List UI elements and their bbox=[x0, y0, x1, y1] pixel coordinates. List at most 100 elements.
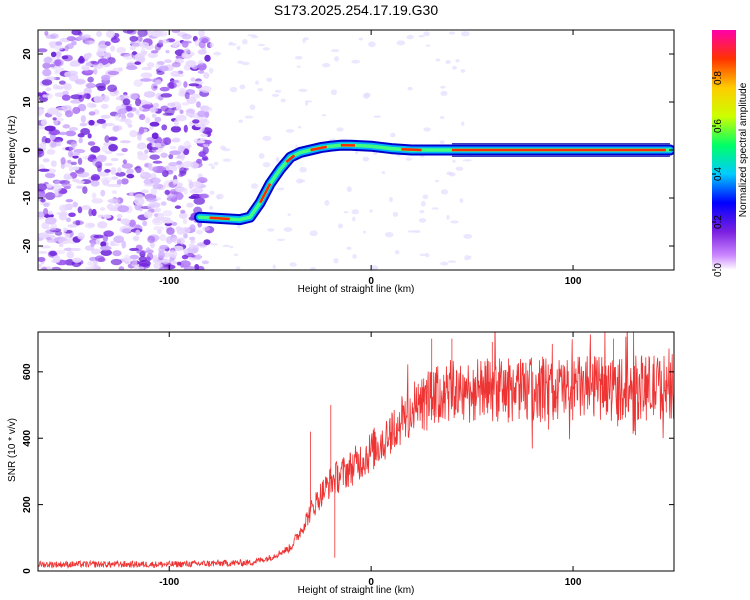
noise-blob bbox=[150, 50, 159, 54]
noise-blob bbox=[222, 158, 232, 162]
noise-blob bbox=[440, 90, 448, 96]
noise-blob bbox=[69, 203, 74, 208]
noise-blob bbox=[440, 85, 446, 89]
noise-blob bbox=[195, 229, 203, 235]
noise-blob bbox=[346, 246, 352, 250]
noise-blob bbox=[56, 112, 63, 118]
spectrogram-y-axis: -20 -10 0 10 20 bbox=[22, 48, 674, 253]
noise-blob bbox=[75, 220, 81, 226]
noise-blob bbox=[352, 254, 357, 259]
noise-blob bbox=[321, 114, 327, 117]
spectrogram-noise bbox=[38, 30, 475, 270]
noise-blob bbox=[151, 113, 157, 118]
noise-blob bbox=[104, 135, 110, 143]
noise-blob bbox=[250, 183, 259, 189]
noise-blob bbox=[204, 54, 211, 62]
noise-blob bbox=[384, 231, 394, 238]
y-tick-label: 0 bbox=[22, 147, 33, 153]
noise-blob bbox=[106, 183, 118, 188]
noise-blob bbox=[129, 247, 140, 252]
noise-blob bbox=[108, 143, 118, 152]
noise-blob bbox=[424, 253, 430, 258]
noise-blob bbox=[298, 88, 308, 92]
noise-blob bbox=[110, 167, 117, 175]
noise-blob bbox=[115, 96, 122, 101]
noise-blob bbox=[198, 30, 205, 38]
noise-blob bbox=[83, 87, 92, 95]
noise-blob bbox=[146, 197, 158, 202]
noise-blob bbox=[173, 245, 184, 252]
noise-blob bbox=[174, 205, 182, 209]
noise-blob bbox=[91, 208, 97, 217]
colorbar-tick-label: 0.4 bbox=[713, 167, 724, 181]
noise-blob bbox=[237, 223, 241, 229]
noise-blob bbox=[276, 238, 286, 241]
noise-blob bbox=[324, 200, 330, 206]
noise-blob bbox=[352, 216, 356, 222]
noise-blob bbox=[149, 201, 155, 206]
noise-blob bbox=[97, 85, 106, 92]
noise-blob bbox=[257, 87, 263, 92]
noise-blob bbox=[54, 188, 59, 197]
noise-blob bbox=[164, 189, 171, 195]
noise-blob bbox=[161, 38, 170, 44]
noise-blob bbox=[52, 117, 57, 121]
noise-blob bbox=[440, 261, 449, 266]
noise-blob bbox=[180, 209, 186, 214]
noise-blob bbox=[153, 226, 165, 231]
noise-blob bbox=[181, 40, 189, 48]
noise-blob bbox=[289, 262, 297, 267]
noise-blob bbox=[95, 161, 103, 169]
noise-blob bbox=[222, 244, 230, 248]
noise-blob bbox=[121, 228, 131, 234]
noise-blob bbox=[151, 132, 159, 140]
noise-blob bbox=[151, 83, 158, 91]
noise-blob bbox=[165, 236, 173, 244]
noise-blob bbox=[229, 245, 234, 249]
noise-blob bbox=[146, 62, 155, 68]
noise-blob bbox=[189, 189, 198, 194]
y-tick-label: 20 bbox=[22, 48, 33, 60]
noise-blob bbox=[160, 152, 168, 158]
noise-blob bbox=[72, 106, 81, 115]
noise-blob bbox=[68, 150, 74, 158]
noise-blob bbox=[337, 223, 343, 229]
noise-blob bbox=[138, 259, 151, 267]
noise-blob bbox=[370, 265, 379, 270]
noise-blob bbox=[152, 165, 164, 174]
noise-blob bbox=[68, 166, 74, 172]
noise-blob bbox=[59, 204, 68, 212]
noise-blob bbox=[52, 255, 61, 263]
snr-series-line bbox=[38, 332, 674, 569]
noise-blob bbox=[118, 266, 125, 270]
noise-blob bbox=[111, 176, 119, 180]
noise-blob bbox=[196, 158, 203, 164]
noise-blob bbox=[162, 137, 169, 144]
chart-title: S173.2025.254.17.19.G30 bbox=[274, 2, 438, 18]
noise-blob bbox=[104, 162, 113, 167]
noise-blob bbox=[275, 156, 280, 163]
noise-blob bbox=[439, 116, 445, 119]
noise-blob bbox=[251, 35, 259, 39]
noise-blob bbox=[275, 89, 282, 93]
noise-blob bbox=[87, 141, 96, 146]
noise-blob bbox=[109, 243, 120, 247]
noise-blob bbox=[57, 131, 68, 136]
noise-blob bbox=[166, 227, 175, 235]
noise-blob bbox=[183, 81, 188, 88]
noise-blob bbox=[90, 61, 100, 65]
noise-blob bbox=[267, 228, 275, 232]
noise-blob bbox=[190, 239, 196, 244]
noise-blob bbox=[165, 49, 170, 54]
noise-blob bbox=[40, 198, 46, 203]
colorbar-label: Normalized spectral amplitude bbox=[738, 82, 749, 217]
noise-blob bbox=[141, 104, 154, 109]
noise-blob bbox=[100, 176, 112, 184]
noise-blob bbox=[153, 213, 159, 217]
noise-blob bbox=[64, 71, 72, 78]
noise-blob bbox=[38, 168, 50, 172]
noise-blob bbox=[203, 72, 210, 79]
noise-blob bbox=[69, 61, 81, 67]
noise-blob bbox=[81, 34, 91, 39]
noise-blob bbox=[81, 204, 91, 210]
